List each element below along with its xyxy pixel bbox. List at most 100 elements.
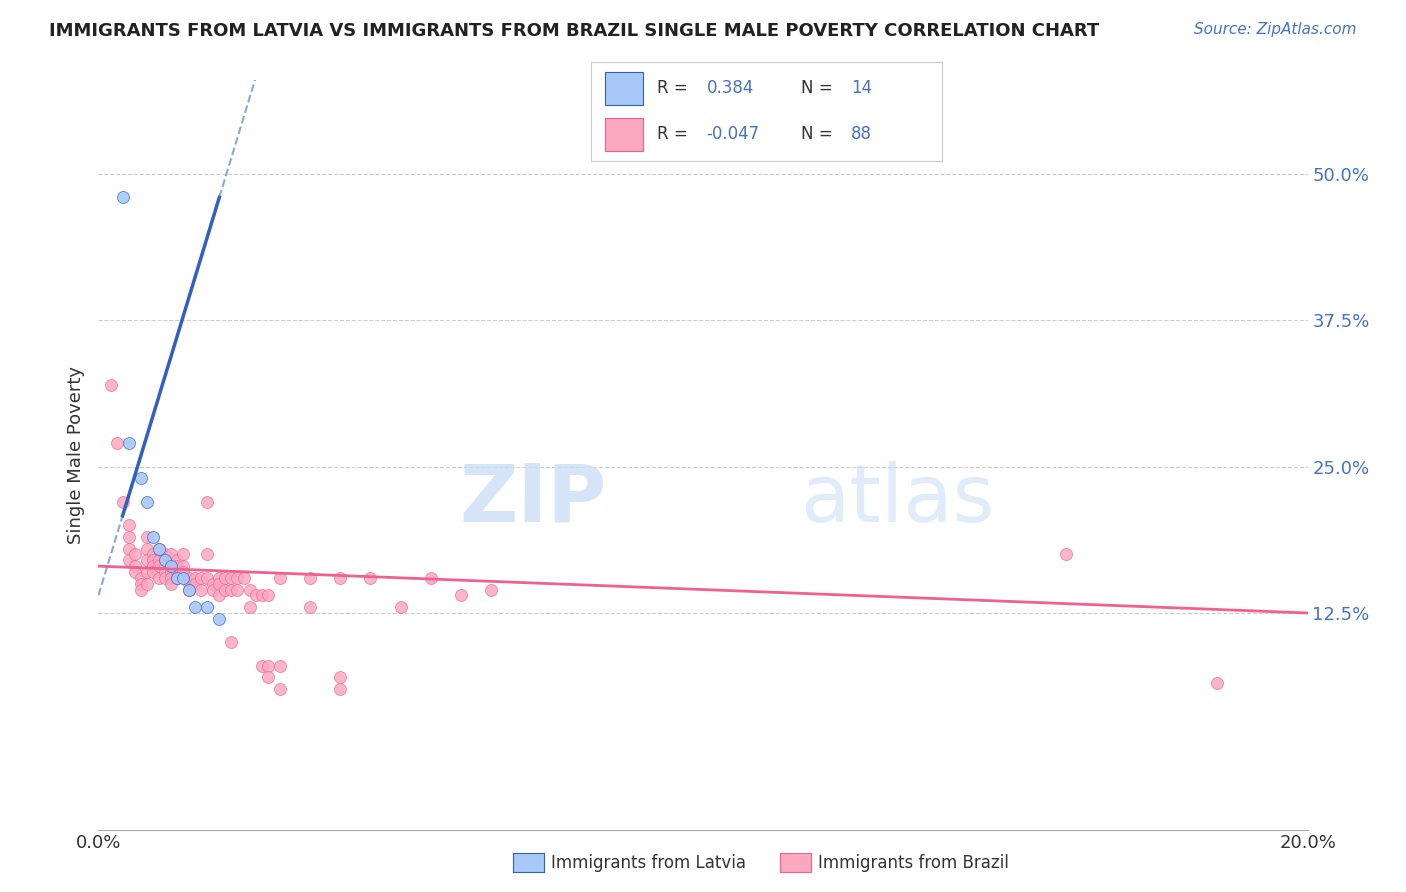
Point xyxy=(118,518,141,533)
Point xyxy=(172,571,194,585)
Point xyxy=(195,571,218,585)
Point xyxy=(153,553,176,567)
Point xyxy=(179,576,201,591)
Point xyxy=(129,571,152,585)
Point xyxy=(118,541,141,556)
Point xyxy=(153,565,176,579)
Text: 14: 14 xyxy=(851,79,872,97)
Point xyxy=(184,576,207,591)
Point xyxy=(135,576,157,591)
Point xyxy=(202,576,225,591)
Point xyxy=(256,589,278,603)
Text: IMMIGRANTS FROM LATVIA VS IMMIGRANTS FROM BRAZIL SINGLE MALE POVERTY CORRELATION: IMMIGRANTS FROM LATVIA VS IMMIGRANTS FRO… xyxy=(49,22,1099,40)
Point xyxy=(389,600,412,615)
Point xyxy=(226,571,249,585)
Point xyxy=(166,559,188,574)
Point xyxy=(221,635,243,649)
Point xyxy=(329,571,352,585)
Point xyxy=(239,600,262,615)
Point xyxy=(208,576,231,591)
Point xyxy=(221,571,243,585)
Text: R =: R = xyxy=(657,79,688,97)
Point xyxy=(142,553,165,567)
Point xyxy=(250,589,273,603)
Point xyxy=(160,559,183,574)
Text: -0.047: -0.047 xyxy=(707,125,759,143)
Point xyxy=(160,571,183,585)
Point xyxy=(129,576,152,591)
Point xyxy=(142,565,165,579)
Point xyxy=(160,548,183,562)
Point xyxy=(208,589,231,603)
Point xyxy=(184,571,207,585)
Point xyxy=(269,571,291,585)
Point xyxy=(195,494,218,508)
Point xyxy=(226,582,249,597)
Bar xyxy=(605,72,643,104)
Point xyxy=(142,559,165,574)
Point xyxy=(153,548,176,562)
Point xyxy=(256,658,278,673)
Point xyxy=(142,530,165,544)
Point xyxy=(1206,676,1229,690)
Point xyxy=(153,571,176,585)
Point xyxy=(166,553,188,567)
Text: 88: 88 xyxy=(851,125,872,143)
Point xyxy=(135,494,157,508)
Y-axis label: Single Male Poverty: Single Male Poverty xyxy=(66,366,84,544)
Point xyxy=(172,565,194,579)
Point xyxy=(1054,548,1077,562)
Point xyxy=(166,571,188,585)
Point xyxy=(195,600,218,615)
Text: R =: R = xyxy=(657,125,688,143)
Point xyxy=(160,559,183,574)
Point xyxy=(111,190,134,204)
Point xyxy=(148,559,170,574)
Point xyxy=(142,548,165,562)
Point xyxy=(202,582,225,597)
Text: N =: N = xyxy=(801,125,832,143)
Point xyxy=(148,541,170,556)
Point xyxy=(166,565,188,579)
Point xyxy=(214,571,236,585)
Point xyxy=(179,571,201,585)
Point xyxy=(135,541,157,556)
Point xyxy=(221,582,243,597)
Text: ZIP: ZIP xyxy=(458,461,606,539)
Point xyxy=(179,582,201,597)
Point xyxy=(160,565,183,579)
Point xyxy=(105,436,128,450)
Point xyxy=(129,582,152,597)
Point xyxy=(190,582,212,597)
Point xyxy=(190,571,212,585)
Point xyxy=(172,559,194,574)
Text: Source: ZipAtlas.com: Source: ZipAtlas.com xyxy=(1194,22,1357,37)
Point xyxy=(420,571,443,585)
Point xyxy=(118,553,141,567)
Point xyxy=(179,582,201,597)
Point xyxy=(184,600,207,615)
Point xyxy=(100,377,122,392)
Point xyxy=(239,582,262,597)
Point xyxy=(111,494,134,508)
Point xyxy=(166,571,188,585)
Point xyxy=(160,576,183,591)
Point xyxy=(124,559,146,574)
Point xyxy=(172,548,194,562)
Point xyxy=(329,681,352,696)
Point xyxy=(299,571,322,585)
Point xyxy=(148,553,170,567)
Text: atlas: atlas xyxy=(800,461,994,539)
Bar xyxy=(605,119,643,151)
Point xyxy=(148,541,170,556)
Point xyxy=(124,548,146,562)
Text: Immigrants from Brazil: Immigrants from Brazil xyxy=(818,854,1010,871)
Point xyxy=(118,530,141,544)
Point xyxy=(135,530,157,544)
Point xyxy=(124,565,146,579)
Text: N =: N = xyxy=(801,79,832,97)
Point xyxy=(214,582,236,597)
Point xyxy=(118,436,141,450)
Point xyxy=(269,681,291,696)
Text: 0.384: 0.384 xyxy=(707,79,754,97)
